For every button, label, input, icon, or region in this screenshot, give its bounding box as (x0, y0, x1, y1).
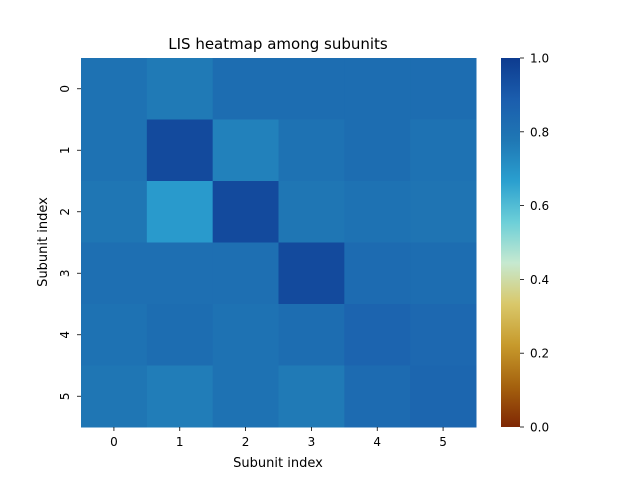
heatmap-cell (278, 181, 345, 243)
colorbar: 0.0 0.2 0.4 0.6 0.8 1.0 (501, 52, 549, 435)
heatmap-cell (212, 58, 279, 120)
heatmap-cell (146, 119, 214, 182)
heatmap-cell (146, 181, 214, 243)
heatmap-cell (81, 181, 148, 243)
heatmap-cell (146, 365, 214, 428)
chart-title: LIS heatmap among subunits (168, 35, 388, 53)
x-axis-label: Subunit index (233, 456, 323, 471)
y-tick-label: 0 (58, 85, 72, 93)
colorbar-tick-label: 0.8 (530, 125, 549, 139)
heatmap-cell (278, 304, 345, 366)
heatmap-cell (212, 242, 279, 305)
y-axis-ticks: 0 1 2 3 4 5 (58, 85, 81, 400)
y-tick-label: 2 (58, 208, 72, 216)
y-tick-label: 5 (58, 392, 72, 400)
colorbar-tick-label: 0.4 (530, 273, 549, 287)
heatmap-cell (278, 365, 345, 428)
heatmap-cell (410, 365, 477, 428)
heatmap-cell (410, 58, 477, 120)
heatmap-cell (278, 119, 345, 182)
y-tick-label: 4 (58, 331, 72, 339)
heatmap-cell (410, 304, 477, 366)
colorbar-tick-label: 0.6 (530, 199, 549, 213)
heatmap-cell (410, 181, 477, 243)
heatmap-cell (81, 119, 148, 182)
heatmap-cell (344, 119, 411, 182)
heatmap-cell (410, 242, 477, 305)
x-axis-ticks: 0 1 2 3 4 5 (110, 427, 447, 449)
colorbar-tick-label: 0.2 (530, 347, 549, 361)
heatmap-cell (212, 365, 279, 428)
heatmap-cell (212, 119, 279, 182)
heatmap-cell (212, 181, 279, 243)
colorbar-gradient (501, 58, 520, 427)
heatmap-cell (146, 304, 214, 366)
heatmap-cell (212, 304, 279, 366)
x-tick-label: 4 (373, 435, 381, 449)
x-tick-label: 0 (110, 435, 118, 449)
y-axis-label: Subunit index (36, 197, 51, 287)
colorbar-tick-label: 0.0 (530, 421, 549, 435)
heatmap-cell (344, 58, 411, 120)
heatmap-cell (344, 181, 411, 243)
x-tick-label: 5 (439, 435, 447, 449)
y-tick-label: 3 (58, 269, 72, 277)
colorbar-tick-label: 1.0 (530, 52, 549, 66)
x-tick-label: 1 (176, 435, 184, 449)
heatmap-cell (81, 365, 148, 428)
heatmap-cell (344, 242, 411, 305)
heatmap-cells (81, 58, 477, 428)
heatmap-cell (81, 58, 148, 120)
heatmap-cell (344, 304, 411, 366)
heatmap-cell (81, 242, 148, 305)
heatmap-cell (410, 119, 477, 182)
heatmap-cell (278, 242, 345, 305)
heatmap-cell (344, 365, 411, 428)
heatmap-cell (81, 304, 148, 366)
heatmap-cell (146, 242, 214, 305)
x-tick-label: 2 (242, 435, 250, 449)
heatmap-cell (278, 58, 345, 120)
y-tick-label: 1 (58, 146, 72, 154)
heatmap-cell (146, 58, 214, 120)
x-tick-label: 3 (308, 435, 316, 449)
